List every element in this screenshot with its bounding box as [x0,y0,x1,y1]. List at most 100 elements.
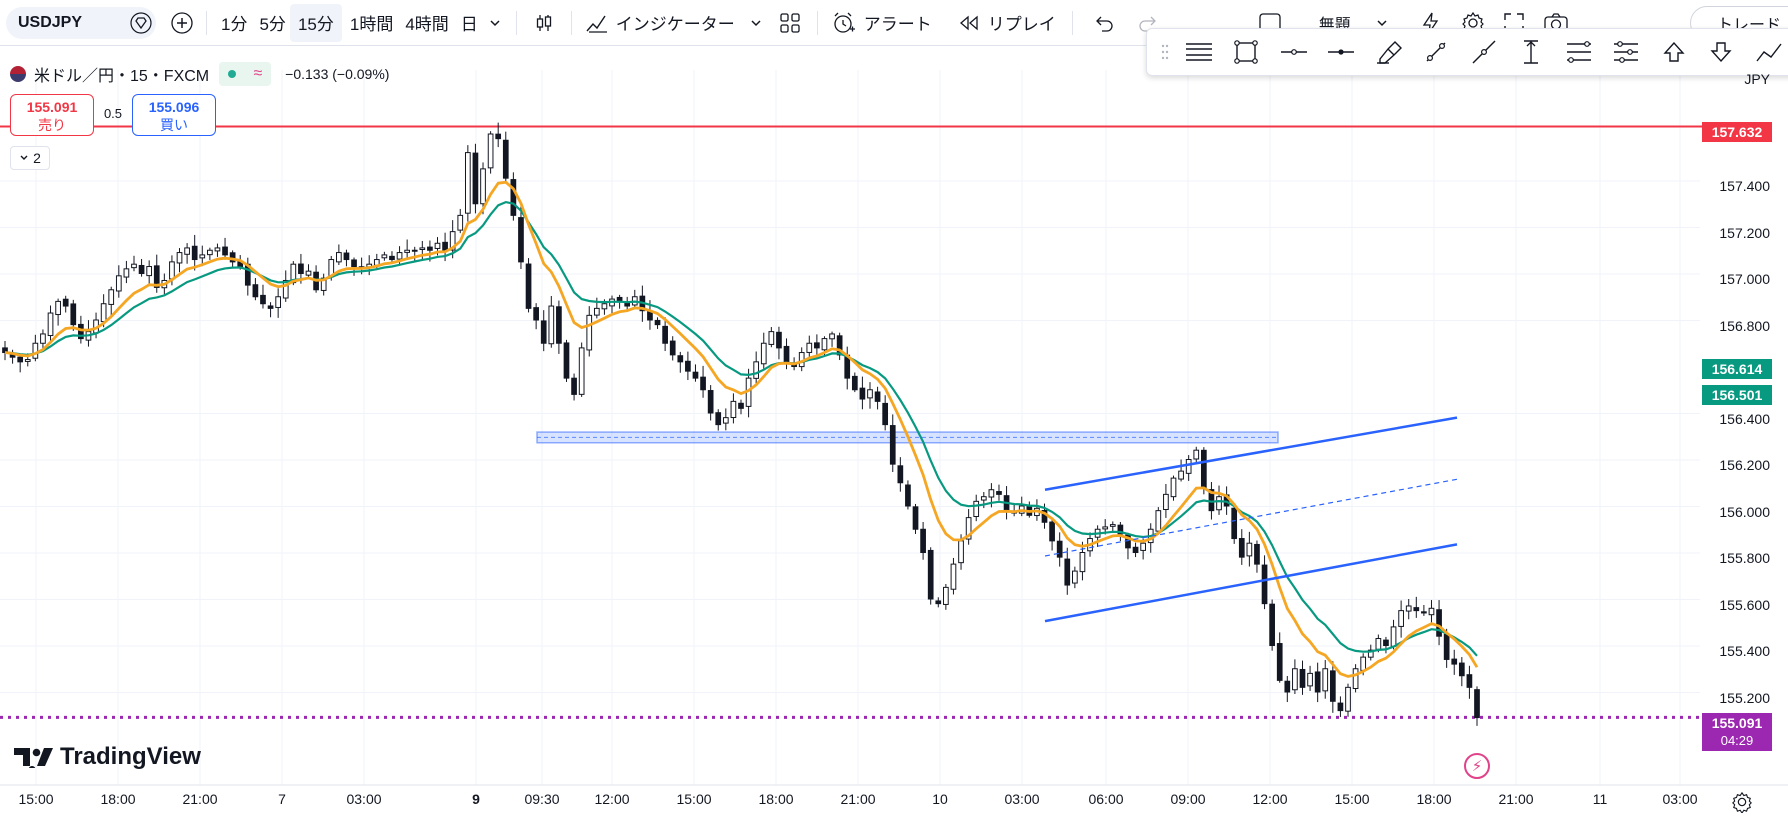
legend-title[interactable]: 米ドル／円・15・FXCM [34,68,210,85]
candle-body [1443,633,1450,660]
arrow-up-icon[interactable] [1650,32,1698,72]
sell-button[interactable]: 155.091 売り [10,94,94,136]
candle-body [1109,524,1116,527]
trend-line-icon[interactable] [1413,32,1461,72]
price-tick: 155.800 [1719,550,1770,566]
candle [381,251,388,261]
candle [1238,529,1245,565]
axis-settings-gear-icon[interactable] [1731,791,1753,818]
horizontal-line-icon[interactable] [1270,32,1318,72]
candle [950,557,957,595]
chart-canvas[interactable] [0,46,1788,824]
rectangle-icon[interactable] [1223,32,1271,72]
path-icon[interactable] [1745,32,1788,72]
interval-1m[interactable]: 1分 [221,15,248,34]
candle [1421,604,1427,616]
candle [252,278,259,301]
fullscreen-icon[interactable] [1503,12,1525,34]
redo-icon[interactable] [1137,13,1159,33]
interval-1h[interactable]: 1時間 [349,15,394,34]
add-symbol-icon[interactable] [170,11,194,35]
candle-body [442,241,448,251]
candle [55,298,61,326]
candle [1049,519,1055,551]
interval-15m[interactable]: 15分 [289,3,342,42]
extended-line-icon[interactable] [1460,32,1508,72]
last-price-value: 155.091 [1711,715,1763,731]
candle-body [715,412,722,426]
chevron-down-icon[interactable] [749,16,763,30]
candle [449,220,456,259]
candle-body [685,360,691,372]
indicators-collapse-button[interactable]: 2 [10,146,50,170]
ray-icon[interactable] [1318,32,1366,72]
candle [867,382,873,409]
chevron-down-icon[interactable] [488,16,502,30]
candle [518,206,524,269]
candle-body [859,387,866,400]
time-tick: 09:30 [524,791,560,807]
candle [851,372,858,393]
brush-icon[interactable] [1365,32,1413,72]
replay-button[interactable]: リプレイ [950,4,1064,42]
candle-body [1474,689,1480,719]
candle-body [548,305,555,345]
lightning-icon[interactable]: ⚡ [1464,753,1490,779]
time-tick: 9 [472,791,480,807]
candle [1276,632,1283,683]
candle-body [207,249,213,256]
candle [745,368,752,418]
candle [214,243,221,257]
candle-body [654,319,661,326]
interval-1d[interactable]: 日 [460,15,478,34]
fib-retracement-icon[interactable] [1555,32,1603,72]
templates-icon[interactable] [779,12,801,34]
candle-body [1200,449,1207,488]
candle-body [1405,605,1412,612]
candle [1458,657,1465,687]
candle [912,503,919,534]
candle-body [419,247,426,250]
price-tick: 155.400 [1719,643,1770,659]
time-tick: 18:00 [100,791,136,807]
price-range-icon[interactable] [1508,32,1556,72]
buy-button[interactable]: 155.096 買い [132,94,216,136]
indicators-button[interactable]: インジケーター [578,4,743,42]
interval-4h[interactable]: 4時間 [405,15,449,34]
chevron-down-icon[interactable] [1375,16,1389,30]
candle-body [1276,643,1283,681]
candle-body [1238,538,1245,558]
chevron-down-icon [19,150,29,166]
market-status-badge[interactable]: ≈ [219,62,272,86]
fib-extension-icon[interactable] [1603,32,1651,72]
undo-icon[interactable] [1093,13,1115,33]
drag-handle-icon[interactable] [1155,32,1175,72]
candle [525,258,532,313]
candle-body [973,500,980,518]
candle-body [1375,638,1382,650]
candle [1436,600,1442,646]
horizontal-ray-icon[interactable] [1175,32,1223,72]
time-tick: 15:00 [676,791,712,807]
arrow-down-icon[interactable] [1698,32,1746,72]
tradingview-logo[interactable]: TradingView [14,743,201,771]
gear-icon[interactable] [1461,11,1485,35]
sell-label: 売り [38,117,66,133]
candle-body [115,275,122,292]
candle-style-icon[interactable] [533,12,555,34]
candle [1269,599,1275,651]
candle-body [1140,542,1146,551]
candle-body [1307,672,1313,687]
candle-body [389,255,395,261]
candle-body [1458,662,1465,677]
interval-5m[interactable]: 5分 [259,15,286,34]
candle-body [1466,674,1473,688]
candle [814,334,820,355]
diamond-icon[interactable] [130,11,152,34]
candle [85,320,92,347]
candle-body [829,333,835,340]
ma-slow-badge: 156.614 [1702,359,1772,379]
alert-button[interactable]: アラート [824,4,940,42]
price-tick: 155.600 [1719,597,1770,613]
